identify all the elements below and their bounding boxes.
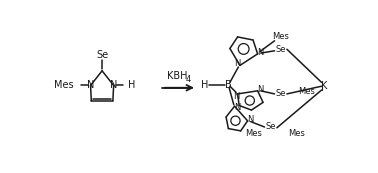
Text: Mes: Mes	[288, 129, 305, 138]
Text: K: K	[321, 81, 328, 91]
Text: N: N	[110, 80, 117, 90]
Text: 4: 4	[186, 75, 191, 84]
Text: Mes: Mes	[245, 129, 262, 138]
Text: Se: Se	[276, 45, 286, 54]
Text: Mes: Mes	[272, 32, 289, 41]
Text: B: B	[225, 80, 232, 90]
Text: Mes: Mes	[297, 87, 314, 96]
Text: N: N	[248, 115, 254, 124]
Text: N: N	[233, 92, 239, 101]
Text: Se: Se	[276, 89, 286, 98]
Text: KBH: KBH	[167, 71, 188, 81]
Text: H: H	[127, 80, 135, 90]
Text: Mes: Mes	[54, 80, 74, 90]
Text: N: N	[234, 103, 240, 112]
Text: N: N	[87, 80, 94, 90]
Text: N: N	[234, 59, 241, 68]
Text: H: H	[201, 80, 208, 90]
Text: Se: Se	[96, 50, 108, 60]
Text: Se: Se	[265, 122, 276, 131]
Text: N: N	[257, 48, 264, 57]
Text: N: N	[257, 85, 264, 94]
